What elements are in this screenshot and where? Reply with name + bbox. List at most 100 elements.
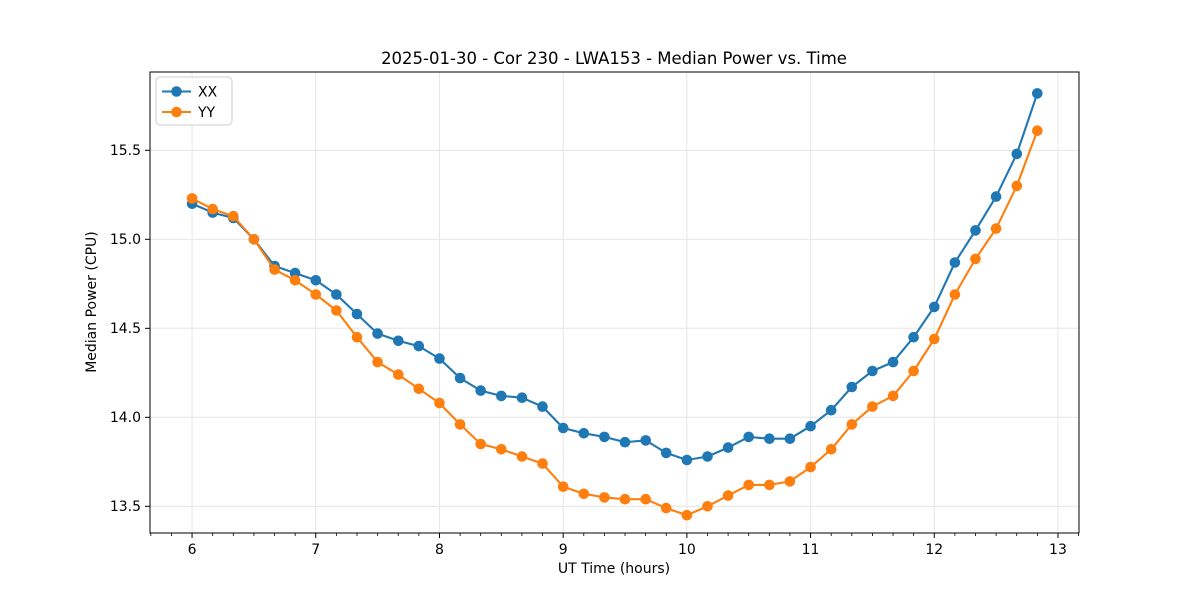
data-point-yy bbox=[825, 444, 837, 455]
data-point-yy bbox=[908, 365, 919, 377]
data-point-xx bbox=[764, 433, 775, 445]
data-point-yy bbox=[867, 401, 878, 412]
series-line-yy bbox=[191, 129, 1039, 517]
data-point-xx bbox=[331, 289, 342, 300]
data-point-yy bbox=[516, 451, 528, 462]
data-point-xx bbox=[516, 392, 528, 404]
x-axis-label: UT Time (hours) bbox=[558, 561, 670, 577]
data-point-yy bbox=[887, 390, 899, 402]
data-point-xx bbox=[475, 385, 487, 396]
data-point-yy bbox=[475, 438, 487, 450]
data-point-yy bbox=[990, 223, 1002, 234]
legend: XX YY bbox=[155, 76, 233, 126]
data-point-xx bbox=[434, 353, 445, 364]
data-point-yy bbox=[454, 419, 466, 430]
data-point-xx bbox=[557, 422, 569, 434]
axis-ticks: 6 7 8 9 10 11 12 13 13.5 14.0 14.5 15.0 15.5 bbox=[110, 143, 1079, 558]
x-tick-label: 10 bbox=[678, 542, 696, 558]
data-point-yy bbox=[496, 444, 507, 455]
grid bbox=[150, 72, 1079, 533]
y-tick-label: 14.0 bbox=[110, 410, 141, 426]
data-point-xx bbox=[537, 401, 548, 412]
data-point-xx bbox=[846, 381, 858, 393]
x-tick-label: 13 bbox=[1049, 542, 1067, 558]
x-tick-label: 9 bbox=[559, 542, 568, 558]
data-point-xx bbox=[351, 308, 363, 320]
data-point-yy bbox=[207, 203, 218, 215]
data-point-yy bbox=[351, 331, 363, 343]
data-point-xx bbox=[1011, 148, 1023, 160]
data-point-xx bbox=[454, 372, 466, 384]
data-point-yy bbox=[310, 289, 322, 300]
data-point-xx bbox=[1032, 88, 1043, 99]
y-tick-label: 14.5 bbox=[110, 321, 141, 337]
data-point-yy bbox=[186, 193, 198, 204]
data-point-yy bbox=[289, 275, 301, 286]
x-tick-label: 6 bbox=[188, 542, 197, 558]
x-tick-label: 12 bbox=[925, 542, 943, 558]
data-point-yy bbox=[413, 383, 425, 395]
data-point-xx bbox=[805, 420, 816, 432]
plot-area bbox=[149, 71, 1080, 534]
data-point-yy bbox=[681, 509, 693, 521]
data-point-xx bbox=[929, 301, 940, 313]
data-point-yy bbox=[619, 493, 631, 505]
legend-marker bbox=[171, 106, 182, 118]
data-point-yy bbox=[640, 493, 651, 505]
data-point-xx bbox=[908, 331, 919, 343]
data-point-yy bbox=[949, 289, 961, 300]
y-tick-label: 15.0 bbox=[110, 232, 141, 248]
data-point-xx bbox=[599, 431, 610, 443]
legend-marker bbox=[171, 86, 182, 97]
data-point-xx bbox=[660, 447, 672, 459]
data-point-yy bbox=[393, 369, 404, 380]
data-point-yy bbox=[846, 419, 858, 430]
data-point-xx bbox=[722, 442, 734, 453]
data-point-yy bbox=[331, 305, 342, 316]
data-point-xx bbox=[496, 390, 507, 402]
chart-title: 2025-01-30 - Cor 230 - LWA153 - Median P… bbox=[381, 49, 847, 68]
x-tick-label: 11 bbox=[802, 542, 820, 558]
data-point-xx bbox=[949, 257, 961, 268]
data-point-yy bbox=[970, 253, 981, 265]
data-point-xx bbox=[990, 191, 1002, 202]
data-point-yy bbox=[743, 479, 754, 491]
x-tick-label: 7 bbox=[311, 542, 320, 558]
data-point-xx bbox=[681, 454, 693, 466]
data-point-yy bbox=[764, 479, 775, 491]
data-point-xx bbox=[784, 433, 796, 445]
y-tick-label: 13.5 bbox=[110, 499, 141, 515]
data-point-xx bbox=[867, 365, 878, 377]
data-point-yy bbox=[784, 476, 796, 487]
data-point-xx bbox=[310, 275, 322, 286]
data-point-yy bbox=[599, 492, 610, 503]
data-point-xx bbox=[413, 340, 425, 352]
data-point-xx bbox=[743, 431, 754, 443]
data-point-yy bbox=[805, 461, 816, 473]
data-point-yy bbox=[372, 356, 383, 368]
data-point-xx bbox=[619, 436, 631, 448]
data-point-yy bbox=[557, 481, 569, 493]
x-tick-label: 8 bbox=[435, 542, 444, 558]
data-point-yy bbox=[929, 333, 940, 345]
data-point-xx bbox=[887, 356, 899, 368]
data-point-yy bbox=[228, 210, 239, 222]
series bbox=[186, 88, 1043, 521]
legend-box bbox=[155, 76, 233, 126]
legend-label: XX bbox=[198, 85, 218, 101]
data-point-yy bbox=[578, 488, 590, 500]
data-point-xx bbox=[578, 428, 590, 439]
data-point-xx bbox=[702, 451, 713, 462]
legend-label: YY bbox=[197, 105, 216, 121]
data-point-yy bbox=[722, 490, 734, 501]
data-point-yy bbox=[1011, 180, 1023, 192]
data-point-xx bbox=[970, 225, 981, 236]
data-point-yy bbox=[269, 264, 280, 275]
data-point-xx bbox=[393, 335, 404, 347]
data-point-yy bbox=[537, 458, 548, 469]
data-point-yy bbox=[660, 502, 672, 514]
data-point-yy bbox=[1032, 125, 1043, 136]
y-axis-label: Median Power (CPU) bbox=[84, 231, 100, 373]
